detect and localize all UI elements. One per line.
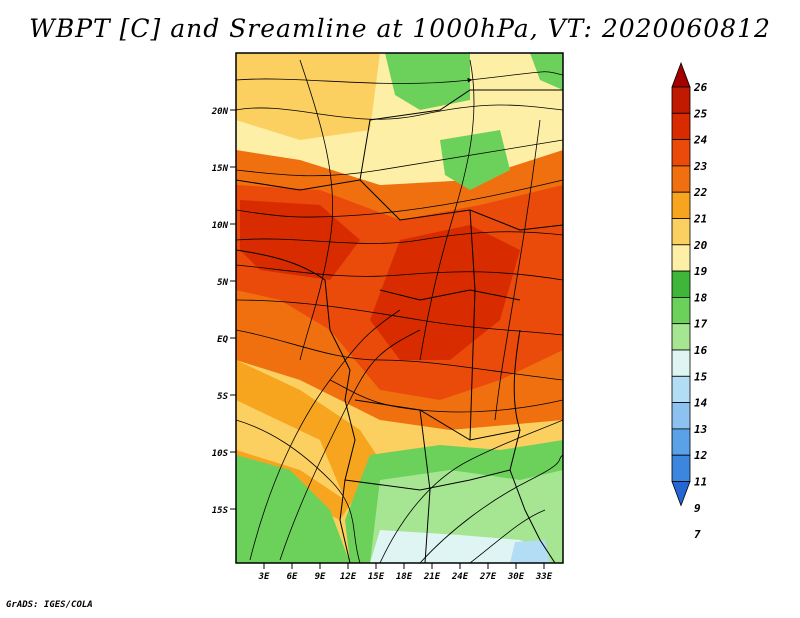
streamline <box>494 119 541 421</box>
field-dark-red-central <box>370 225 520 360</box>
coastline-east <box>509 329 556 563</box>
streamline <box>236 419 361 563</box>
colorbar-top-triangle <box>671 61 691 88</box>
streamline <box>249 309 401 561</box>
streamline <box>419 59 475 361</box>
lat-label-eq: EQ <box>217 335 228 345</box>
streamline <box>419 454 563 563</box>
border <box>236 89 563 191</box>
colorbar-swatch <box>671 428 691 456</box>
streamline <box>236 299 563 336</box>
colorbar-label: 22 <box>693 186 708 199</box>
colorbar-label: 21 <box>693 213 707 226</box>
colorbar-swatch <box>671 139 691 167</box>
colorbar-label: 14 <box>694 397 708 410</box>
colorbar-label: 24 <box>693 134 708 147</box>
colorbar-label: 23 <box>693 160 708 173</box>
streamline <box>236 179 563 218</box>
colorbar-swatch <box>671 375 691 403</box>
streamline <box>279 329 421 561</box>
streamline <box>379 419 563 563</box>
lat-label-10s: 10S <box>212 449 229 459</box>
map-field <box>236 53 563 563</box>
colorbar-label: 13 <box>694 423 708 436</box>
lon-label-9e: 9E <box>315 572 326 582</box>
lon-label-30e: 30E <box>507 572 525 582</box>
colorbar-label: 16 <box>694 344 708 357</box>
streamline <box>469 509 546 563</box>
map-frame <box>235 52 564 564</box>
colorbar-swatch <box>671 454 691 482</box>
lon-label-24e: 24E <box>451 572 469 582</box>
longitude-axis: 3E 6E 9E 12E 15E 18E 21E 24E 27E 30E 33E <box>258 563 553 582</box>
latitude-axis: 20N 15N 10N 5N EQ 5S 10S 15S <box>211 107 236 516</box>
colorbar-swatch <box>671 349 691 377</box>
country-borders <box>236 89 563 563</box>
lon-label-6e: 6E <box>287 572 298 582</box>
footer-credit: GrADS: IGES/COLA <box>6 600 93 610</box>
lat-label-15s: 15S <box>212 506 229 516</box>
lat-label-5s: 5S <box>217 392 228 402</box>
border <box>469 209 476 441</box>
lat-label-20n: 20N <box>211 107 229 117</box>
colorbar-swatch <box>671 218 691 246</box>
streamline <box>236 264 563 281</box>
coastline-west <box>236 249 356 563</box>
field-green-sudan <box>440 130 510 190</box>
colorbar-swatch <box>671 86 691 114</box>
colorbar-label: 9 <box>694 502 701 515</box>
lon-label-3e: 3E <box>258 572 270 582</box>
colorbar-swatch <box>671 112 691 141</box>
colorbar-label: 25 <box>693 107 708 120</box>
field-yellow-southwest <box>236 400 345 500</box>
streamline <box>236 231 563 244</box>
border <box>379 289 521 301</box>
border <box>344 469 511 491</box>
colorbar-label: 20 <box>693 239 708 252</box>
colorbar-swatch <box>671 270 691 298</box>
field-yellow-northwest <box>236 53 380 140</box>
streamline <box>236 71 563 84</box>
colorbar-label: 26 <box>693 81 708 94</box>
field-pale-south <box>370 530 545 563</box>
colorbar-swatch <box>671 323 691 351</box>
lat-label-15n: 15N <box>212 164 229 174</box>
colorbar-label: 12 <box>694 449 708 462</box>
lon-label-12e: 12E <box>340 572 357 582</box>
colorbar-label: 11 <box>694 476 707 489</box>
lon-label-21e: 21E <box>423 572 441 582</box>
colorbar-label: 17 <box>694 318 708 331</box>
field-light-blue-south <box>510 540 550 563</box>
streamline <box>236 329 563 381</box>
streamline <box>299 59 333 361</box>
chart-title: WBPT [C] and Sreamline at 1000hPa, VT: 2… <box>29 14 771 43</box>
colorbar-swatch <box>671 244 691 272</box>
streamlines <box>236 59 563 563</box>
field-green-north <box>385 53 470 110</box>
streamline <box>236 139 563 177</box>
lon-label-33e: 33E <box>535 572 553 582</box>
border <box>419 409 431 563</box>
streamline <box>329 379 563 413</box>
streamline <box>236 104 563 120</box>
colorbar-swatch <box>671 296 691 325</box>
colorbar: 26 25 24 23 22 21 20 19 18 17 16 15 14 13 12 11 9 7 <box>671 61 708 541</box>
colorbar-label: 19 <box>694 265 708 278</box>
border <box>354 399 521 441</box>
colorbar-label: 15 <box>694 370 708 383</box>
colorbar-label: 7 <box>694 528 701 541</box>
lon-label-27e: 27E <box>479 572 497 582</box>
lat-label-10n: 10N <box>212 221 229 231</box>
colorbar-label: 18 <box>694 291 708 304</box>
colorbar-swatch <box>671 191 691 219</box>
field-green-southwest <box>236 455 350 563</box>
colorbar-bottom-triangle <box>671 481 691 507</box>
colorbar-swatch <box>671 402 691 430</box>
lon-label-18e: 18E <box>396 572 413 582</box>
colorbar-swatch <box>671 165 691 193</box>
lat-label-5n: 5N <box>217 278 228 288</box>
lon-label-15e: 15E <box>368 572 385 582</box>
